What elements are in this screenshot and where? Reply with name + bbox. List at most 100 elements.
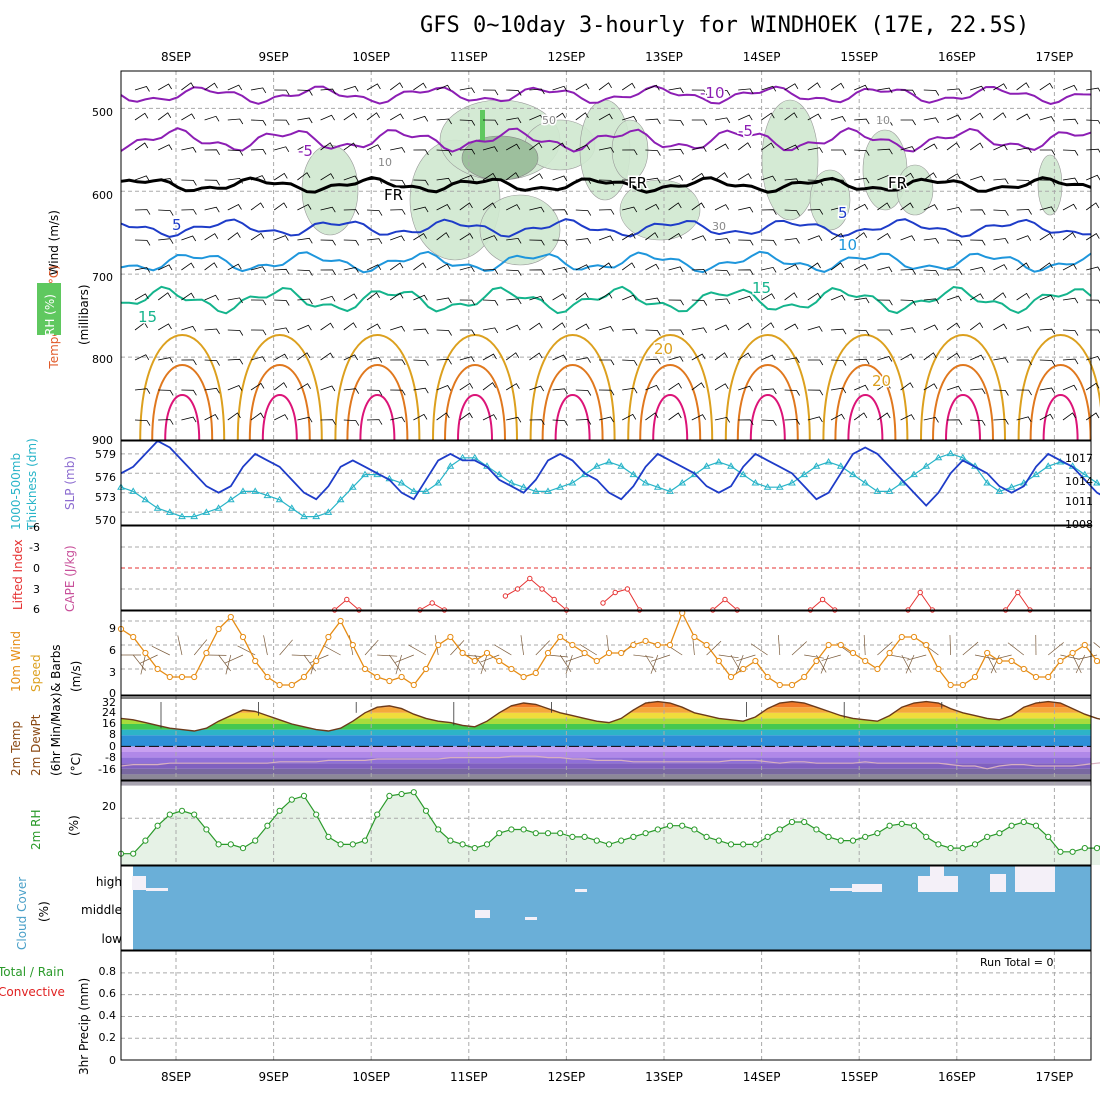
slp-tick: 1011 [1065,495,1093,508]
wind-barb [830,262,845,271]
thickness-tick: 576 [95,471,116,484]
wind-speed-point [483,649,491,657]
rh-point [862,833,869,841]
rh-point [801,818,808,826]
wind-barb [1039,328,1056,335]
wind-barb [575,323,590,331]
wind-barb [436,297,452,304]
rh-tick: 20 [102,800,116,813]
thickness-tick: 579 [95,448,116,461]
wind-barb [274,146,290,153]
cloud-gap [525,917,537,920]
panel-frame [120,865,1092,951]
date-label-bottom: 10SEP [352,1070,390,1084]
wind-barb [204,179,220,186]
thickness-point [714,458,723,465]
cloud-gap [1015,866,1055,892]
wind-speed-point [788,681,796,689]
wind-barb [575,83,590,91]
wind-barb [134,388,151,394]
wind-barb [784,83,799,91]
wind-barb [227,329,244,336]
wind-10m-barb [520,635,524,656]
wind-barb [366,292,380,301]
wind-barb [482,235,498,241]
wind-barb [668,87,684,94]
rh-point [313,811,320,818]
wind-barb [227,118,244,125]
wind-barb [552,209,568,215]
wind-barb [413,82,427,91]
thickness-point [190,512,199,520]
wind-barb [923,383,938,391]
wind-barb [923,269,940,276]
wind-barb [1085,233,1100,241]
wind-barb [552,85,568,92]
wind-barb [250,202,265,211]
wind-barb [830,413,845,421]
wind-speed-point [837,641,844,649]
wind-10m-barb [986,654,997,673]
thickness-point [873,487,882,494]
wind-barb [181,389,197,396]
wind-barb [366,144,382,151]
wind-barb [227,358,244,365]
wind-barb [366,323,381,331]
wind-barb [343,293,358,301]
wind-barb [552,175,568,182]
wind-barb [529,352,543,361]
wind-barb [250,87,267,94]
rh-point [825,833,832,841]
rh-point [337,841,344,848]
wind-speed-point [142,649,149,657]
wind-barb [598,389,615,396]
wind-barb [1039,149,1056,156]
wind-10m-barb [303,654,317,672]
rh-point [813,826,820,833]
wind-axis-label: (m/s) [69,661,83,692]
wind-barb [204,115,220,122]
wind-10m-barb [821,654,841,661]
precip-tick: 0.8 [99,965,117,978]
wind-barb [1062,177,1079,184]
wind-barb [320,206,336,213]
rh-point [837,837,844,844]
wind-tick: 6 [109,644,116,657]
wind-10m-barb [565,654,585,663]
wind-10m-barb [650,654,671,662]
wind-barb [529,419,545,425]
wind-barb [970,354,985,361]
wind-barb [366,389,383,396]
wind-axis-label: 10m Wind [9,631,23,692]
wind-10m-barb [645,654,657,673]
wind-barb [738,239,754,246]
rh-point [1081,844,1088,852]
wind-barb [506,89,522,96]
wind-barb [1016,113,1031,121]
wind-barb [622,179,638,186]
temp-tick: -8 [105,751,116,764]
wind-10m-barb [177,635,183,656]
wind-barb [413,262,427,271]
wind-barb [181,292,195,301]
rh-point [715,837,722,844]
thickness-point [141,495,150,503]
wind-speed-point [1081,641,1088,649]
rh-point [191,811,198,818]
rh-point [361,837,369,844]
rh-point [349,841,356,848]
wind-barb [900,414,915,421]
wind-barb [436,412,450,421]
wind-speed-point [727,673,735,681]
wind-barb [830,206,846,213]
wind-10m-barb [778,635,781,656]
wind-speed-point [910,633,918,641]
wind-barb [413,328,429,335]
rh-point [142,837,149,844]
rh-point [288,796,295,803]
wind-barb [784,357,800,364]
contour-label: 5 [172,216,182,234]
thickness-point [678,479,687,486]
rh-point [642,830,649,837]
thickness-point [946,449,955,457]
